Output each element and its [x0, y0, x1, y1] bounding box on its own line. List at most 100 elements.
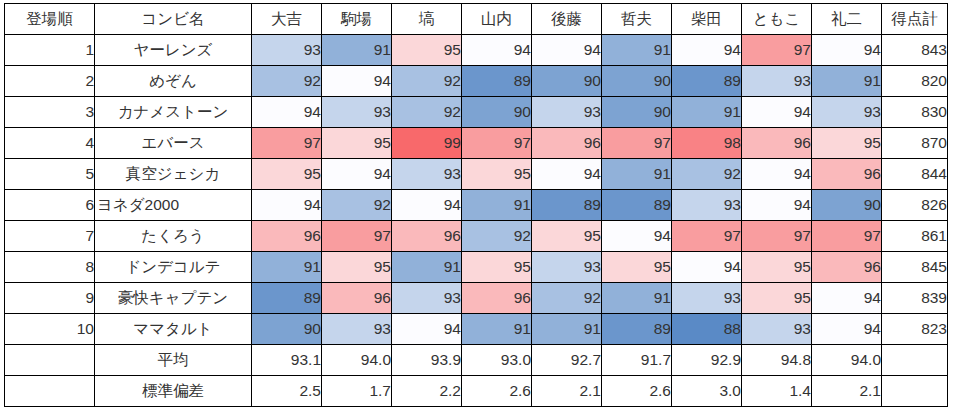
- score-cell[interactable]: 94: [672, 35, 742, 66]
- score-cell[interactable]: 93: [742, 66, 812, 97]
- score-cell[interactable]: 97: [602, 128, 672, 159]
- order-cell[interactable]: 8: [5, 252, 95, 283]
- score-cell[interactable]: 93: [392, 159, 462, 190]
- score-cell[interactable]: 90: [812, 190, 882, 221]
- score-cell[interactable]: 89: [602, 190, 672, 221]
- combi-name-cell[interactable]: ママタルト: [95, 314, 252, 345]
- score-cell[interactable]: 92: [252, 66, 322, 97]
- average-value-cell[interactable]: 94.8: [742, 345, 812, 376]
- total-score-cell[interactable]: 826: [882, 190, 948, 221]
- score-cell[interactable]: 94: [602, 221, 672, 252]
- combi-name-cell[interactable]: エバース: [95, 128, 252, 159]
- score-cell[interactable]: 96: [252, 221, 322, 252]
- score-cell[interactable]: 96: [392, 221, 462, 252]
- score-cell[interactable]: 97: [742, 35, 812, 66]
- combi-name-cell[interactable]: ヨネダ2000: [95, 190, 252, 221]
- score-cell[interactable]: 95: [742, 283, 812, 314]
- score-cell[interactable]: 97: [812, 221, 882, 252]
- score-cell[interactable]: 91: [602, 35, 672, 66]
- header-cell-5[interactable]: 山内: [462, 4, 532, 35]
- score-cell[interactable]: 94: [322, 66, 392, 97]
- score-cell[interactable]: 92: [532, 283, 602, 314]
- combi-name-cell[interactable]: 真空ジェシカ: [95, 159, 252, 190]
- average-value-cell[interactable]: 92.9: [672, 345, 742, 376]
- score-cell[interactable]: 93: [392, 283, 462, 314]
- score-cell[interactable]: 93: [812, 97, 882, 128]
- score-cell[interactable]: 95: [532, 221, 602, 252]
- order-cell[interactable]: 3: [5, 97, 95, 128]
- score-cell[interactable]: 98: [672, 128, 742, 159]
- total-score-cell[interactable]: 845: [882, 252, 948, 283]
- score-cell[interactable]: 94: [322, 159, 392, 190]
- score-cell[interactable]: 94: [462, 35, 532, 66]
- header-cell-6[interactable]: 後藤: [532, 4, 602, 35]
- score-cell[interactable]: 95: [602, 252, 672, 283]
- score-cell[interactable]: 94: [252, 190, 322, 221]
- score-cell[interactable]: 94: [252, 97, 322, 128]
- score-cell[interactable]: 92: [392, 66, 462, 97]
- score-cell[interactable]: 95: [252, 159, 322, 190]
- average-value-cell[interactable]: 93.1: [252, 345, 322, 376]
- score-cell[interactable]: 92: [462, 221, 532, 252]
- score-cell[interactable]: 92: [672, 159, 742, 190]
- score-cell[interactable]: 96: [532, 128, 602, 159]
- average-value-cell[interactable]: 93.0: [462, 345, 532, 376]
- combi-name-cell[interactable]: たくろう: [95, 221, 252, 252]
- header-cell-11[interactable]: 得点計: [882, 4, 948, 35]
- average-label-cell[interactable]: 平均: [95, 345, 252, 376]
- score-cell[interactable]: 99: [392, 128, 462, 159]
- score-cell[interactable]: 90: [462, 97, 532, 128]
- average-value-cell[interactable]: 91.7: [602, 345, 672, 376]
- score-cell[interactable]: 95: [462, 159, 532, 190]
- header-cell-4[interactable]: 塙: [392, 4, 462, 35]
- score-cell[interactable]: 91: [532, 314, 602, 345]
- header-cell-10[interactable]: 礼二: [812, 4, 882, 35]
- header-cell-3[interactable]: 駒場: [322, 4, 392, 35]
- score-cell[interactable]: 91: [392, 252, 462, 283]
- score-cell[interactable]: 94: [672, 252, 742, 283]
- score-cell[interactable]: 91: [252, 252, 322, 283]
- score-cell[interactable]: 89: [602, 314, 672, 345]
- score-cell[interactable]: 91: [812, 66, 882, 97]
- score-cell[interactable]: 91: [602, 283, 672, 314]
- total-score-cell[interactable]: 861: [882, 221, 948, 252]
- score-cell[interactable]: 93: [322, 97, 392, 128]
- score-cell[interactable]: 93: [672, 283, 742, 314]
- header-cell-0[interactable]: 登場順: [5, 4, 95, 35]
- order-cell[interactable]: 10: [5, 314, 95, 345]
- stddev-value-cell[interactable]: 2.1: [812, 376, 882, 407]
- score-cell[interactable]: 89: [672, 66, 742, 97]
- average-value-cell[interactable]: 94.0: [812, 345, 882, 376]
- score-cell[interactable]: 95: [462, 252, 532, 283]
- stddev-value-cell[interactable]: 2.1: [532, 376, 602, 407]
- score-cell[interactable]: 89: [252, 283, 322, 314]
- average-value-cell[interactable]: 93.9: [392, 345, 462, 376]
- combi-name-cell[interactable]: ドンデコルテ: [95, 252, 252, 283]
- score-cell[interactable]: 92: [322, 190, 392, 221]
- combi-name-cell[interactable]: 豪快キャプテン: [95, 283, 252, 314]
- header-cell-9[interactable]: ともこ: [742, 4, 812, 35]
- score-cell[interactable]: 96: [462, 283, 532, 314]
- score-cell[interactable]: 90: [602, 66, 672, 97]
- score-cell[interactable]: 92: [392, 97, 462, 128]
- score-cell[interactable]: 95: [322, 252, 392, 283]
- score-cell[interactable]: 94: [392, 190, 462, 221]
- header-cell-2[interactable]: 大吉: [252, 4, 322, 35]
- header-cell-8[interactable]: 柴田: [672, 4, 742, 35]
- score-cell[interactable]: 96: [812, 159, 882, 190]
- score-cell[interactable]: 97: [462, 128, 532, 159]
- stddev-value-cell[interactable]: 2.6: [602, 376, 672, 407]
- score-cell[interactable]: 94: [812, 314, 882, 345]
- order-cell[interactable]: 5: [5, 159, 95, 190]
- score-cell[interactable]: 89: [532, 190, 602, 221]
- score-cell[interactable]: 95: [392, 35, 462, 66]
- stddev-value-cell[interactable]: 2.5: [252, 376, 322, 407]
- stddev-value-cell[interactable]: 2.6: [462, 376, 532, 407]
- order-cell[interactable]: 9: [5, 283, 95, 314]
- score-cell[interactable]: 97: [672, 221, 742, 252]
- score-cell[interactable]: 97: [252, 128, 322, 159]
- score-cell[interactable]: 93: [742, 314, 812, 345]
- score-cell[interactable]: 94: [532, 35, 602, 66]
- score-cell[interactable]: 94: [392, 314, 462, 345]
- order-cell[interactable]: 7: [5, 221, 95, 252]
